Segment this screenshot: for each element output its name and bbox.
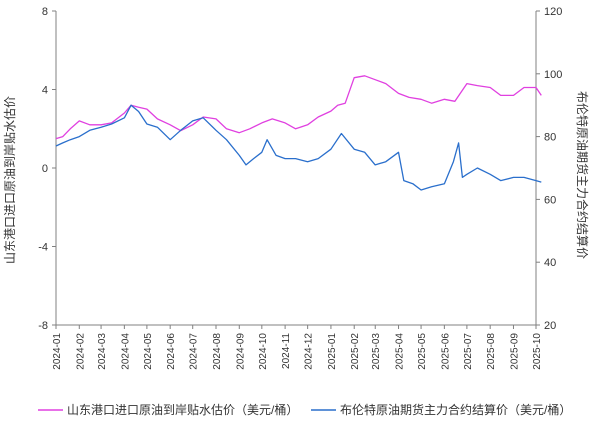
- x-tick-label: 2025-03: [371, 333, 382, 370]
- x-tick-label: 2025-07: [463, 333, 474, 370]
- right-tick-label: 60: [544, 194, 556, 206]
- left-axis-label: 山东港口进口原油到岸贴水估价: [3, 96, 17, 264]
- axes: [52, 10, 540, 329]
- x-tick-label: 2024-05: [143, 333, 154, 370]
- x-tick-label: 2024-09: [235, 333, 246, 370]
- x-tick-label: 2025-08: [486, 333, 497, 370]
- left-tick-label: 8: [42, 6, 48, 18]
- left-tick-label: -8: [38, 320, 48, 332]
- x-tick-label: 2024-10: [258, 333, 269, 370]
- x-tick-label: 2025-09: [509, 333, 520, 370]
- legend-label-brent: 布伦特原油期货主力合约结算价（美元/桶）: [340, 402, 571, 417]
- x-tick-label: 2024-03: [97, 333, 108, 370]
- x-tick-label: 2025-06: [440, 333, 451, 370]
- x-tick-label: 2025-04: [395, 333, 406, 370]
- premium-series-line: [55, 75, 542, 140]
- right-tick-label: 20: [544, 320, 556, 332]
- left-tick-label: 4: [42, 85, 48, 97]
- left-tick-label: 0: [42, 163, 48, 175]
- right-axis-label: 布伦特原油期货主力合约结算价: [575, 91, 590, 259]
- legend: 山东港口进口原油到岸贴水估价（美元/桶） 布伦特原油期货主力合约结算价（美元/桶…: [38, 402, 571, 417]
- x-tick-label: 2025-05: [417, 333, 428, 370]
- x-tick-label: 2024-04: [120, 333, 131, 370]
- x-tick-label: 2024-12: [304, 333, 315, 370]
- right-tick-label: 80: [544, 132, 556, 144]
- x-tick-label: 2025-10: [532, 333, 543, 370]
- x-tick-label: 2025-01: [327, 333, 338, 370]
- series-lines: [55, 75, 542, 191]
- left-tick-label: -4: [38, 242, 48, 254]
- right-tick-label: 40: [544, 257, 556, 269]
- x-tick-label: 2024-06: [166, 333, 177, 370]
- x-tick-label: 2024-07: [189, 333, 200, 370]
- legend-label-premium: 山东港口进口原油到岸贴水估价（美元/桶）: [67, 402, 298, 417]
- right-tick-label: 120: [544, 6, 562, 18]
- brent-series-line: [55, 104, 542, 191]
- x-tick-label: 2025-02: [350, 333, 361, 370]
- x-tick-label: 2024-11: [281, 333, 292, 369]
- right-tick-label: 100: [544, 69, 562, 81]
- x-tick-label: 2024-01: [52, 333, 63, 370]
- x-tick-label: 2024-08: [212, 333, 223, 370]
- x-tick-label: 2024-02: [75, 333, 86, 370]
